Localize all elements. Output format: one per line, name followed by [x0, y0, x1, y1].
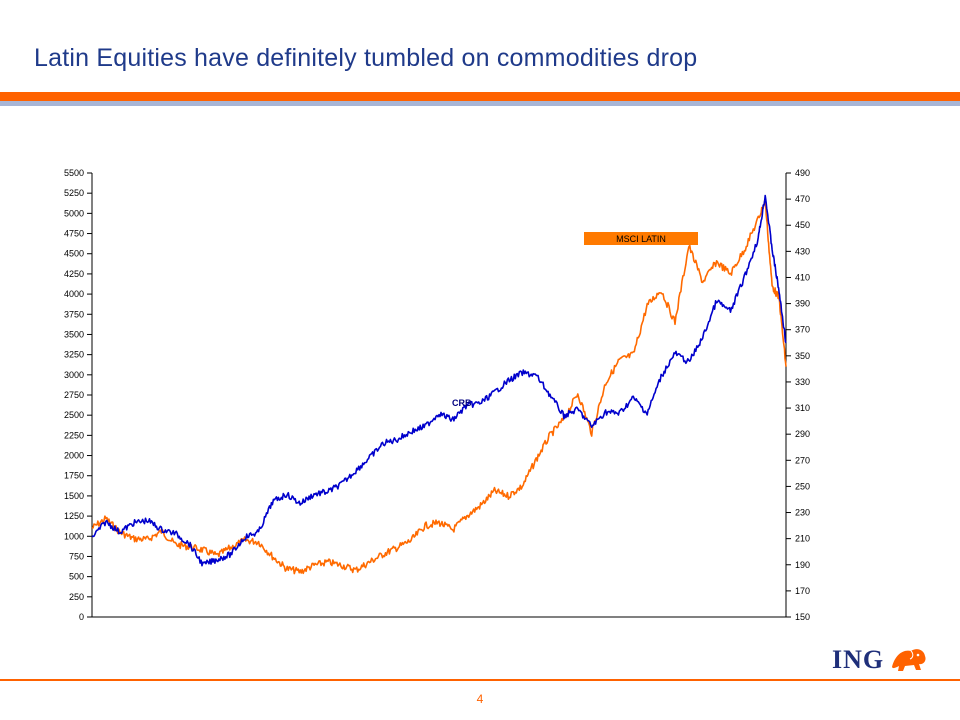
left-tick-label: 4000	[64, 289, 84, 299]
left-tick-label: 0	[79, 612, 84, 622]
left-tick-label: 2250	[64, 430, 84, 440]
header-blue-band	[0, 101, 960, 106]
right-tick-label: 390	[795, 299, 810, 309]
left-tick-label: 750	[69, 551, 84, 561]
right-tick-label: 190	[795, 560, 810, 570]
left-tick-label: 2500	[64, 410, 84, 420]
chart-series-labels: MSCI LATIN CRB	[452, 232, 698, 408]
logo-text: ING	[832, 645, 885, 674]
left-tick-label: 1750	[64, 471, 84, 481]
right-tick-label: 270	[795, 455, 810, 465]
right-tick-label: 310	[795, 403, 810, 413]
right-tick-label: 290	[795, 429, 810, 439]
left-tick-label: 2000	[64, 451, 84, 461]
lion-icon	[892, 649, 926, 671]
left-tick-label: 3500	[64, 329, 84, 339]
right-tick-label: 450	[795, 220, 810, 230]
right-tick-label: 150	[795, 612, 810, 622]
left-tick-label: 3000	[64, 370, 84, 380]
series-line-msci-latin	[91, 199, 787, 575]
right-tick-label: 490	[795, 168, 810, 178]
left-tick-label: 1000	[64, 531, 84, 541]
series-label-crb: CRB	[452, 398, 472, 408]
series-line-crb	[91, 194, 787, 567]
left-tick-label: 3250	[64, 350, 84, 360]
left-tick-label: 5000	[64, 208, 84, 218]
right-tick-label: 170	[795, 586, 810, 596]
right-tick-label: 350	[795, 351, 810, 361]
left-tick-label: 500	[69, 572, 84, 582]
right-tick-label: 410	[795, 272, 810, 282]
chart-series	[91, 194, 787, 575]
right-tick-label: 330	[795, 377, 810, 387]
legend-label-msci-latin: MSCI LATIN	[616, 234, 666, 244]
page-number: 4	[476, 692, 484, 706]
left-tick-label: 1250	[64, 511, 84, 521]
left-tick-label: 1500	[64, 491, 84, 501]
page-title: Latin Equities have definitely tumbled o…	[34, 44, 698, 72]
right-tick-label: 470	[795, 194, 810, 204]
left-tick-label: 250	[69, 592, 84, 602]
left-tick-label: 4500	[64, 249, 84, 259]
left-tick-label: 4250	[64, 269, 84, 279]
left-tick-label: 2750	[64, 390, 84, 400]
left-tick-label: 3750	[64, 309, 84, 319]
right-tick-label: 430	[795, 246, 810, 256]
left-tick-label: 5250	[64, 188, 84, 198]
ing-logo: ING	[832, 643, 932, 677]
right-tick-label: 250	[795, 481, 810, 491]
left-tick-label: 5500	[64, 168, 84, 178]
header-orange-band	[0, 92, 960, 101]
right-tick-label: 370	[795, 325, 810, 335]
legend-box-msci-latin	[584, 232, 698, 245]
chart-axes: 0 250 500 750 1000 1250 1500 1750 2000 2250 2500 27…	[64, 168, 810, 622]
right-tick-label: 210	[795, 534, 810, 544]
right-tick-label: 230	[795, 508, 810, 518]
left-tick-label: 4750	[64, 229, 84, 239]
footer-divider	[0, 679, 960, 681]
